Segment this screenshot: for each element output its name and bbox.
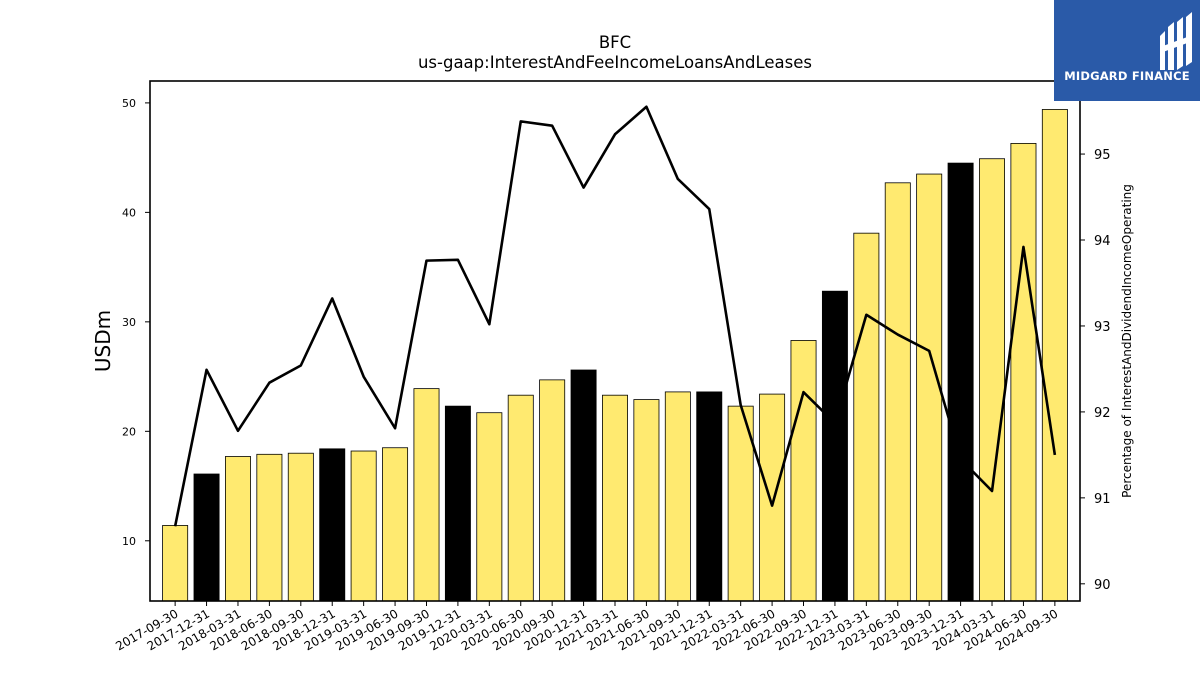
line-group bbox=[173, 105, 1057, 527]
y2-axis-label: Percentage of InterestAndDividendIncomeO… bbox=[1120, 184, 1134, 498]
bar-2023-12-31 bbox=[947, 162, 974, 602]
bar-2022-03-31 bbox=[727, 405, 754, 602]
bar-2017-12-31 bbox=[193, 473, 220, 602]
y-tick-label: 20 bbox=[122, 425, 136, 438]
x-tick-labels: 2017-09-302017-12-312018-03-312018-06-30… bbox=[113, 601, 1060, 653]
bar-2021-03-31 bbox=[602, 394, 628, 602]
y2-tick-label: 91 bbox=[1094, 492, 1111, 507]
bar-2023-03-31 bbox=[853, 232, 880, 602]
y-axis-label: USDm bbox=[91, 310, 115, 372]
chart-subtitle: us-gaap:InterestAndFeeIncomeLoansAndLeas… bbox=[417, 53, 813, 72]
bar-2019-06-30 bbox=[382, 447, 409, 602]
bar-2018-06-30 bbox=[256, 453, 283, 602]
bar-2019-03-31 bbox=[350, 450, 377, 602]
y-tick-labels: 10 20 30 40 50 bbox=[122, 97, 150, 548]
y2-tick-label: 93 bbox=[1094, 320, 1111, 335]
bar-2019-09-30 bbox=[413, 388, 440, 602]
bar-2024-06-30 bbox=[1010, 142, 1037, 602]
bar-2020-06-30 bbox=[507, 394, 534, 602]
logo-mark-icon bbox=[1160, 12, 1192, 70]
bar-2021-12-31 bbox=[696, 391, 723, 602]
bar-2020-09-30 bbox=[539, 379, 566, 602]
bar-2018-12-31 bbox=[319, 448, 346, 602]
bar-2021-06-30 bbox=[633, 399, 660, 602]
y-tick-label: 50 bbox=[122, 97, 136, 110]
bar-2019-12-31 bbox=[444, 405, 471, 602]
bar-2022-12-31 bbox=[821, 290, 848, 602]
y2-tick-label: 95 bbox=[1094, 148, 1111, 163]
y2-tick-label: 94 bbox=[1094, 234, 1111, 249]
y-tick-label: 40 bbox=[122, 206, 136, 219]
y2-tick-label: 92 bbox=[1094, 406, 1111, 421]
bars-group bbox=[162, 109, 1068, 602]
logo-text: MIDGARD FINANCE bbox=[1064, 69, 1190, 83]
bar-2018-09-30 bbox=[287, 452, 314, 602]
y2-tick-labels: 90 91 92 93 94 95 bbox=[1080, 148, 1111, 593]
bar-2020-12-31 bbox=[570, 369, 597, 602]
bar-2023-09-30 bbox=[916, 173, 943, 602]
bar-2023-06-30 bbox=[884, 182, 911, 602]
bar-2021-09-30 bbox=[664, 391, 691, 602]
bar-2022-06-30 bbox=[759, 393, 786, 602]
logo: MIDGARD FINANCE bbox=[1054, 0, 1200, 101]
y2-tick-label: 90 bbox=[1094, 578, 1111, 593]
chart-title: BFC bbox=[598, 33, 632, 52]
bar-2024-03-31 bbox=[979, 158, 1005, 602]
bar-2018-03-31 bbox=[225, 456, 251, 602]
y-tick-label: 10 bbox=[122, 535, 136, 548]
percentage-line bbox=[173, 105, 1057, 527]
bar-2020-03-31 bbox=[476, 412, 503, 602]
y-tick-label: 30 bbox=[122, 316, 136, 329]
bar-2022-09-30 bbox=[790, 340, 817, 602]
bar-2017-09-30 bbox=[162, 525, 189, 602]
bar-2024-09-30 bbox=[1041, 109, 1068, 602]
